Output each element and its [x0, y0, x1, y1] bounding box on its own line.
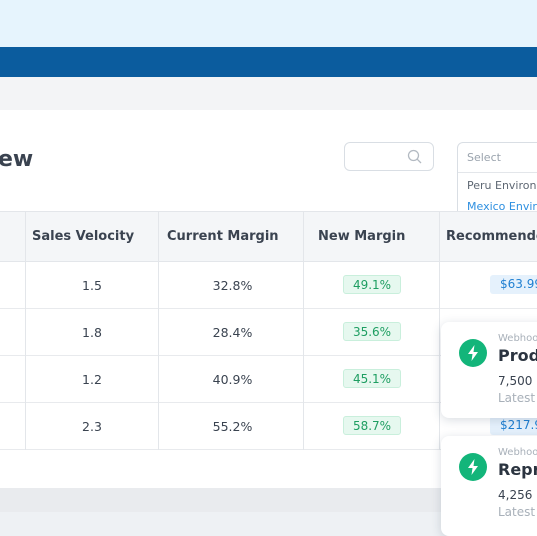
toast-source: Webhoo: [498, 333, 537, 344]
column-divider: [439, 211, 440, 450]
column-header-recommended[interactable]: Recommendec: [446, 229, 537, 244]
select-placeholder[interactable]: Select: [458, 143, 537, 173]
column-header-sales-velocity[interactable]: Sales Velocity: [32, 229, 135, 244]
toast-message: 7,500 F: [498, 374, 537, 388]
content-card: [0, 110, 537, 488]
current-margin-cell: 28.4%: [212, 325, 253, 340]
recommended-price-badge: $217.99: [490, 416, 537, 435]
new-margin-badge: 45.1%: [343, 369, 401, 388]
table-header: Sales Velocity Current Margin New Margin…: [0, 211, 537, 262]
column-divider: [25, 211, 26, 450]
current-margin-cell: 55.2%: [212, 419, 253, 434]
new-margin-badge: 49.1%: [343, 275, 401, 294]
toast-message: 4,256 R: [498, 488, 537, 502]
sales-velocity-cell: 2.3: [82, 419, 102, 434]
toast-title: Repri: [498, 460, 537, 479]
new-margin-badge: 58.7%: [343, 416, 401, 435]
table-row[interactable]: 1.8 28.4% 35.6%: [0, 309, 537, 356]
sales-velocity-cell: 1.5: [82, 278, 102, 293]
column-divider: [158, 211, 159, 450]
column-divider: [303, 211, 304, 450]
column-header-current-margin[interactable]: Current Margin: [167, 229, 279, 244]
search-icon: [407, 149, 422, 164]
sales-velocity-cell: 1.8: [82, 325, 102, 340]
environment-select[interactable]: Select Peru Environr Mexico Enviro: [457, 142, 537, 218]
current-margin-cell: 32.8%: [212, 278, 253, 293]
current-margin-cell: 40.9%: [212, 372, 253, 387]
sales-velocity-cell: 1.2: [82, 372, 102, 387]
navigation-bar: [0, 47, 537, 77]
table-row[interactable]: 2.3 55.2% 58.7% $217.99: [0, 403, 537, 450]
toast-timestamp: Latest: [498, 505, 536, 519]
page-title: ew: [0, 147, 34, 172]
table-row[interactable]: 1.2 40.9% 45.1%: [0, 356, 537, 403]
toast-title: Produ: [498, 346, 537, 365]
toolbar-strip: [0, 77, 537, 110]
column-header-new-margin[interactable]: New Margin: [318, 229, 406, 244]
lightning-bolt-icon: [459, 339, 487, 367]
toast-timestamp: Latest u: [498, 391, 537, 405]
toast-source: Webhoo: [498, 447, 537, 458]
table-row[interactable]: 1.5 32.8% 49.1% $63.99: [0, 262, 537, 309]
recommended-price-badge: $63.99: [490, 275, 537, 294]
webhook-notification-toast[interactable]: Webhoo Repri 4,256 R Latest: [441, 436, 537, 536]
lightning-bolt-icon: [459, 453, 487, 481]
search-input[interactable]: [344, 142, 434, 171]
new-margin-badge: 35.6%: [343, 322, 401, 341]
webhook-notification-toast[interactable]: Webhoo Produ 7,500 F Latest u: [441, 322, 537, 418]
option-peru-environment[interactable]: Peru Environr: [467, 179, 537, 192]
top-banner: [0, 0, 537, 47]
option-mexico-environment[interactable]: Mexico Enviro: [467, 200, 537, 213]
